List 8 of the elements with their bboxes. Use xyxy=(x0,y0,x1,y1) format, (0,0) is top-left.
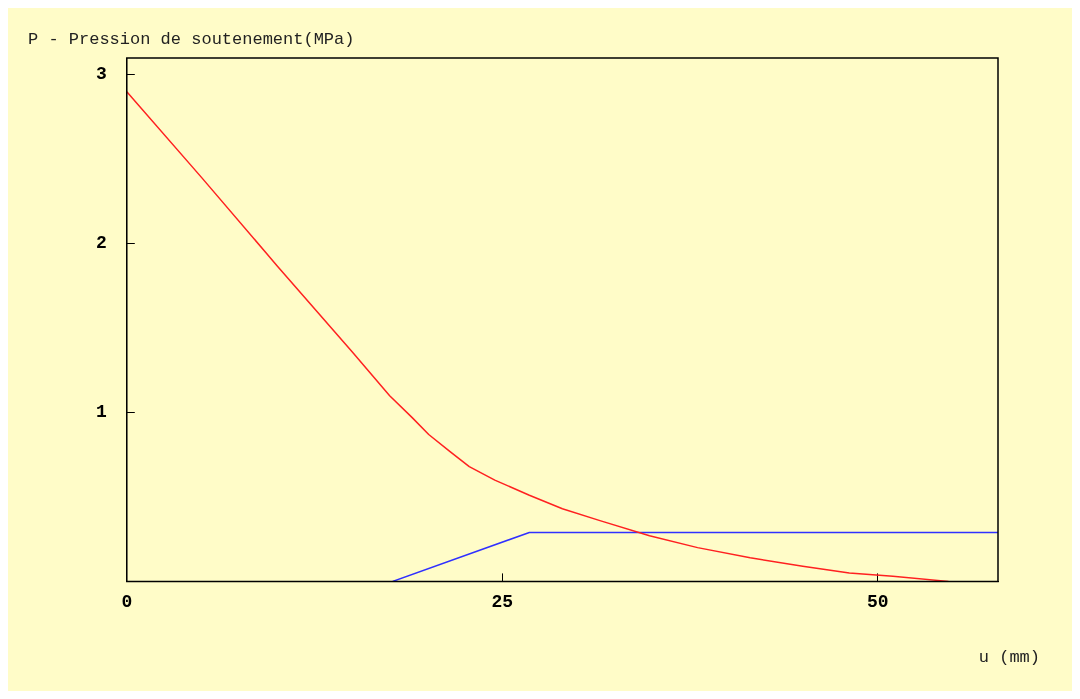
x-axis-title: u (mm) xyxy=(978,648,1040,668)
x-tick-label: 50 xyxy=(867,591,889,612)
y-tick-label: 2 xyxy=(95,233,107,254)
x-tick-label: 0 xyxy=(121,591,133,612)
y-axis-title: P - Pression de soutenement(MPa) xyxy=(28,30,355,49)
y-tick-label: 1 xyxy=(95,402,107,423)
x-tick-label: 25 xyxy=(491,591,514,612)
y-tick-label: 3 xyxy=(95,64,107,85)
